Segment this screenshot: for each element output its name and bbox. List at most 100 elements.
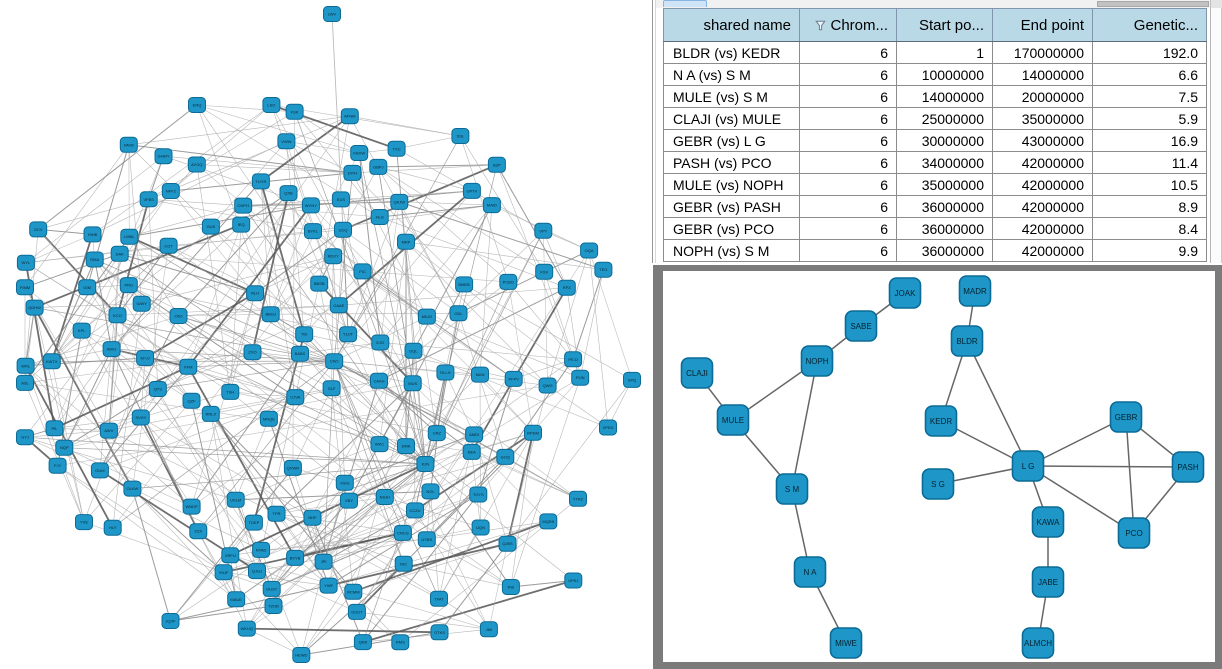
graph-edge-GEBR-PCO[interactable]: [1125, 416, 1135, 534]
node-shape[interactable]: [120, 228, 139, 245]
cell-end[interactable]: 43000000: [992, 129, 1093, 152]
overview-node[interactable]: WRL: [16, 357, 35, 374]
overview-node[interactable]: IUWY: [132, 295, 151, 312]
cell-chrom[interactable]: 6: [799, 63, 897, 86]
table-row[interactable]: GEBR (vs) PASH 6 36000000 42000000 8.9: [663, 195, 1207, 218]
horizontal-scrollbar-thumb[interactable]: [1097, 1, 1209, 7]
node-shape[interactable]: [283, 459, 302, 476]
overview-node[interactable]: RCMM: [344, 583, 363, 600]
overview-node[interactable]: SSL: [451, 128, 470, 144]
overview-node[interactable]: KSV: [535, 263, 554, 280]
cell-end[interactable]: 42000000: [992, 217, 1093, 240]
node-shape[interactable]: [535, 263, 554, 280]
graph-node-GEBR[interactable]: GEBR: [1109, 401, 1143, 433]
overview-node[interactable]: OXPH: [234, 197, 253, 214]
node-shape[interactable]: [534, 222, 553, 239]
overview-node[interactable]: OLKW: [123, 480, 142, 497]
cell-name[interactable]: GEBR (vs) L G: [663, 129, 800, 152]
node-shape[interactable]: [844, 310, 878, 342]
overview-node[interactable]: KFJJ: [136, 350, 155, 366]
overview-node[interactable]: FFM: [179, 358, 198, 375]
cell-genetic[interactable]: 8.4: [1092, 217, 1207, 240]
node-shape[interactable]: [924, 405, 958, 437]
node-shape[interactable]: [539, 513, 558, 530]
node-shape[interactable]: [279, 185, 298, 202]
graph-edge-GEBR-LG[interactable]: [1027, 416, 1127, 467]
node-shape[interactable]: [344, 583, 363, 600]
node-shape[interactable]: [75, 514, 93, 531]
overview-node[interactable]: JQXF: [161, 613, 180, 629]
overview-node[interactable]: FIMM: [16, 279, 34, 296]
cell-chrom[interactable]: 6: [799, 173, 897, 196]
overview-node[interactable]: WKUQ: [237, 620, 256, 637]
overview-node[interactable]: RRLX: [201, 405, 220, 422]
table-row[interactable]: GEBR (vs) PCO 6 36000000 42000000 8.4: [663, 217, 1207, 240]
overview-node[interactable]: GUK: [201, 218, 220, 235]
overview-node[interactable]: YNJF: [214, 564, 233, 581]
cell-genetic[interactable]: 6.6: [1092, 63, 1207, 86]
table-row[interactable]: MULE (vs) NOPH 6 35000000 42000000 10.5: [663, 173, 1207, 196]
node-shape[interactable]: [487, 156, 506, 173]
overview-node[interactable]: DMK: [397, 438, 415, 455]
overview-node[interactable]: TZOB: [264, 598, 283, 614]
cell-genetic[interactable]: 5.9: [1092, 107, 1207, 130]
graph-node-SABE[interactable]: SABE: [844, 310, 878, 342]
node-shape[interactable]: [252, 541, 271, 558]
overview-node[interactable]: QZF: [182, 392, 201, 409]
overview-node[interactable]: USLM: [226, 491, 245, 508]
node-shape[interactable]: [83, 226, 102, 243]
graph-node-PCO[interactable]: PCO: [1117, 517, 1151, 549]
overview-node[interactable]: GBPJ: [369, 158, 388, 175]
node-shape[interactable]: [496, 448, 515, 465]
node-shape[interactable]: [334, 221, 352, 238]
node-shape[interactable]: [201, 218, 220, 235]
node-shape[interactable]: [594, 261, 613, 278]
node-shape[interactable]: [267, 505, 286, 522]
node-shape[interactable]: [950, 325, 984, 357]
node-shape[interactable]: [227, 591, 246, 608]
cell-name[interactable]: BLDR (vs) KEDR: [663, 41, 800, 64]
cell-name[interactable]: CLAJI (vs) MULE: [663, 107, 800, 130]
node-shape[interactable]: [353, 634, 372, 651]
overview-node[interactable]: KJN: [416, 456, 435, 472]
node-shape[interactable]: [119, 136, 138, 153]
node-shape[interactable]: [1031, 506, 1065, 538]
cell-genetic[interactable]: 192.0: [1092, 41, 1207, 64]
node-shape[interactable]: [131, 409, 150, 426]
node-shape[interactable]: [188, 97, 206, 113]
graph-node-BLDR[interactable]: BLDR: [950, 325, 984, 357]
node-shape[interactable]: [394, 555, 413, 572]
node-shape[interactable]: [623, 371, 641, 388]
node-shape[interactable]: [189, 523, 208, 540]
node-shape[interactable]: [469, 486, 488, 503]
cell-end[interactable]: 42000000: [992, 173, 1093, 196]
overview-node[interactable]: BBGJ: [261, 306, 280, 323]
node-shape[interactable]: [504, 370, 523, 387]
overview-node[interactable]: LSO: [262, 97, 281, 113]
overview-node[interactable]: AMDI: [465, 426, 484, 443]
node-shape[interactable]: [110, 245, 129, 262]
detail-network-canvas[interactable]: JOAK SABE NOPH CLAJI MULE S M N A MIWE MADR BLDR K…: [663, 271, 1215, 662]
node-shape[interactable]: [451, 128, 470, 144]
overview-node[interactable]: WYL: [16, 254, 35, 271]
node-shape[interactable]: [329, 297, 348, 314]
overview-node[interactable]: VPY: [534, 222, 553, 239]
node-shape[interactable]: [404, 342, 423, 359]
overview-node[interactable]: MIUO: [417, 308, 436, 325]
node-shape[interactable]: [430, 624, 449, 641]
node-shape[interactable]: [1109, 401, 1143, 433]
node-shape[interactable]: [226, 491, 245, 508]
overview-node[interactable]: LWV: [323, 6, 341, 22]
cell-chrom[interactable]: 6: [799, 195, 897, 218]
node-shape[interactable]: [353, 263, 372, 280]
graph-node-LG[interactable]: L G: [1011, 450, 1045, 482]
overview-node[interactable]: QXB: [279, 185, 298, 202]
cell-genetic[interactable]: 10.5: [1092, 173, 1207, 196]
overview-node[interactable]: HEWD: [292, 647, 311, 663]
node-shape[interactable]: [29, 221, 48, 238]
node-shape[interactable]: [340, 492, 358, 509]
graph-node-MIWE[interactable]: MIWE: [829, 627, 863, 659]
graph-node-ALMCH[interactable]: ALMCH: [1021, 627, 1055, 659]
cell-start[interactable]: 1: [896, 41, 993, 64]
node-shape[interactable]: [325, 353, 344, 370]
